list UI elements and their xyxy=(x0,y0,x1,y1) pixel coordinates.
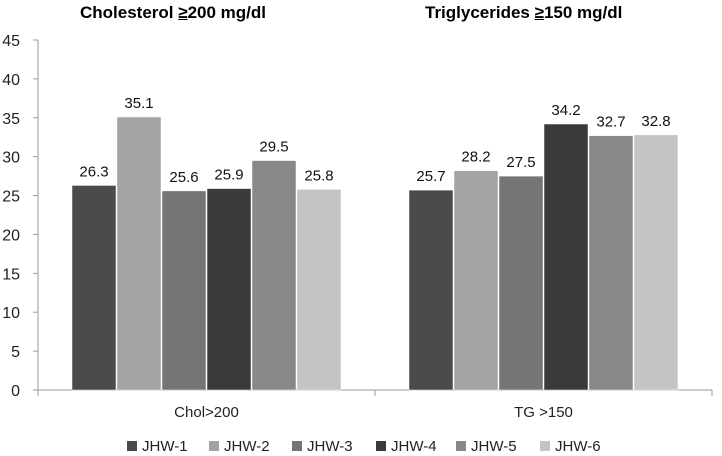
legend-swatch-jhw-4 xyxy=(376,441,386,451)
bar-jhw-3-1 xyxy=(161,190,207,391)
y-tick-label: 10 xyxy=(2,305,20,322)
legend-label-jhw-6: JHW-6 xyxy=(555,438,601,455)
bar-jhw-4-2 xyxy=(543,123,589,391)
x-category-label: Chol>200 xyxy=(174,404,239,421)
y-tick-label: 20 xyxy=(2,227,20,244)
legend-swatch-jhw-6 xyxy=(540,441,550,451)
data-label: 25.8 xyxy=(304,167,333,184)
data-label: 25.7 xyxy=(416,168,445,185)
data-label: 34.2 xyxy=(551,102,580,119)
y-tick-label: 35 xyxy=(2,111,20,128)
data-label: 32.8 xyxy=(641,113,670,130)
legend-swatch-jhw-1 xyxy=(127,441,137,451)
y-tick-label: 25 xyxy=(2,189,20,206)
data-label: 27.5 xyxy=(506,154,535,171)
bar-jhw-4-1 xyxy=(206,188,252,391)
bar-jhw-5-1 xyxy=(251,160,297,391)
data-label: 26.3 xyxy=(79,163,108,180)
y-tick-label: 30 xyxy=(2,150,20,167)
legend-label-jhw-1: JHW-1 xyxy=(142,438,188,455)
title-suffix: 150 mg/dl xyxy=(543,3,623,22)
title-prefix: Cholesterol xyxy=(80,3,179,22)
y-tick-label: 40 xyxy=(2,72,20,89)
y-tick-label: 45 xyxy=(2,33,20,50)
bar-jhw-6-2 xyxy=(633,134,679,391)
bar-jhw-1-1 xyxy=(71,185,117,391)
legend-label-jhw-2: JHW-2 xyxy=(224,438,270,455)
data-label: 29.5 xyxy=(259,139,288,156)
x-category-label: TG >150 xyxy=(514,404,573,421)
title-symbol: ≥ xyxy=(178,3,188,22)
data-label: 25.9 xyxy=(214,167,243,184)
bar-jhw-6-1 xyxy=(296,189,342,391)
bar-jhw-5-2 xyxy=(588,135,634,391)
legend-label-jhw-4: JHW-4 xyxy=(391,438,437,455)
data-label: 35.1 xyxy=(124,95,153,112)
y-tick-label: 15 xyxy=(2,266,20,283)
legend-swatch-jhw-5 xyxy=(456,441,466,451)
y-tick-label: 0 xyxy=(11,383,20,400)
y-tick-label: 5 xyxy=(11,344,20,361)
title-symbol: ≥ xyxy=(534,3,544,22)
legend-swatch-jhw-3 xyxy=(292,441,302,451)
title-prefix: Triglycerides xyxy=(425,3,535,22)
bar-jhw-1-2 xyxy=(408,189,454,391)
bar-jhw-2-2 xyxy=(453,170,499,391)
legend-label-jhw-5: JHW-5 xyxy=(471,438,517,455)
legend-label-jhw-3: JHW-3 xyxy=(307,438,353,455)
title-suffix: 200 mg/dl xyxy=(187,3,267,22)
legend-swatch-jhw-2 xyxy=(209,441,219,451)
bar-jhw-2-1 xyxy=(116,116,162,391)
data-label: 25.6 xyxy=(169,169,198,186)
chart-title-cholesterol: Cholesterol ≥200 mg/dl xyxy=(80,3,266,23)
chart-title-triglycerides: Triglycerides ≥150 mg/dl xyxy=(425,3,622,23)
data-label: 28.2 xyxy=(461,149,490,166)
bar-jhw-3-2 xyxy=(498,175,544,391)
data-label: 32.7 xyxy=(596,114,625,131)
